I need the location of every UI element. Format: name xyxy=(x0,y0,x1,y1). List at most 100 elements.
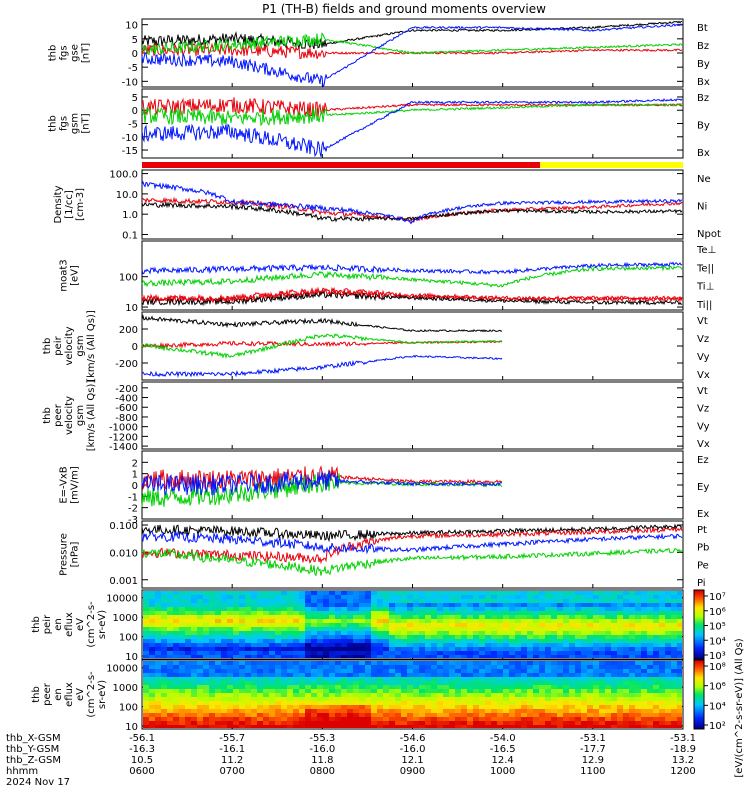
spectrogram-cell xyxy=(593,681,599,685)
spectrogram-cell xyxy=(599,709,605,713)
spectrogram-cell xyxy=(395,717,401,721)
spectrogram-cell xyxy=(557,611,563,615)
spectrogram-cell xyxy=(197,661,203,665)
spectrogram-cell xyxy=(665,697,671,701)
spectrogram-cell xyxy=(431,647,437,651)
spectrogram-cell xyxy=(677,635,682,639)
spectrogram-cell xyxy=(533,639,539,643)
spectrogram-cell xyxy=(599,685,605,689)
spectrogram-cell xyxy=(557,631,563,635)
spectrogram-cell xyxy=(461,705,467,709)
spectrogram-cell xyxy=(563,599,569,603)
spectrogram-cell xyxy=(173,693,179,697)
spectrogram-cell xyxy=(617,661,623,665)
spectrogram-cell xyxy=(197,603,203,607)
spectrogram-cell xyxy=(149,611,155,615)
spectrogram-cell xyxy=(527,631,533,635)
series-temperature-Ti|| xyxy=(141,264,683,288)
spectrogram-cell xyxy=(299,639,305,643)
spectrogram-cell xyxy=(647,635,653,639)
spectrogram-cell xyxy=(221,647,227,651)
spectrogram-cell xyxy=(305,599,311,603)
spectrogram-cell xyxy=(533,647,539,651)
spectrogram-cell xyxy=(587,673,593,677)
spectrogram-cell xyxy=(173,635,179,639)
spectrogram-cell xyxy=(545,681,551,685)
spectrogram-cell xyxy=(479,665,485,669)
spectrogram-cell xyxy=(623,681,629,685)
spectrogram-cell xyxy=(251,665,257,669)
spectrogram-cell xyxy=(521,623,527,627)
spectrogram-cell xyxy=(491,665,497,669)
spectrogram-cell xyxy=(491,651,497,655)
spectrogram-cell xyxy=(545,607,551,611)
spectrogram-cell xyxy=(347,647,353,651)
spectrogram-cell xyxy=(227,627,233,631)
spectrogram-cell xyxy=(419,725,425,728)
spectrogram-cell xyxy=(323,631,329,635)
spectrogram-cell xyxy=(443,673,449,677)
spectrogram-cell xyxy=(365,713,371,717)
spectrogram-cell xyxy=(329,721,335,725)
spectrogram-cell xyxy=(299,607,305,611)
spectrogram-cell xyxy=(407,709,413,713)
spectrogram-cell xyxy=(185,725,191,728)
spectrogram-cell xyxy=(197,635,203,639)
spectrogram-cell xyxy=(143,591,149,595)
spectrogram-cell xyxy=(263,725,269,728)
spectrogram-cell xyxy=(191,647,197,651)
spectrogram-cell xyxy=(377,647,383,651)
spectrogram-cell xyxy=(197,665,203,669)
spectrogram-cell xyxy=(293,595,299,599)
spectrogram-cell xyxy=(479,713,485,717)
spectrogram-cell xyxy=(281,673,287,677)
spectrogram-cell xyxy=(317,697,323,701)
spectrogram-cell xyxy=(143,665,149,669)
spectrogram-cell xyxy=(629,701,635,705)
spectrogram-cell xyxy=(383,591,389,595)
spectrogram-cell xyxy=(365,697,371,701)
spectrogram-cell xyxy=(287,681,293,685)
spectrogram-cell xyxy=(443,705,449,709)
spectrogram-cell xyxy=(455,635,461,639)
spectrogram-cell xyxy=(539,689,545,693)
colorbar-cell xyxy=(694,624,704,627)
spectrogram-cell xyxy=(221,603,227,607)
spectrogram-cell xyxy=(677,639,682,643)
spectrogram-cell xyxy=(551,725,557,728)
spectrogram-cell xyxy=(383,685,389,689)
spectrogram-cell xyxy=(461,603,467,607)
spectrogram-cell xyxy=(599,631,605,635)
spectrogram-cell xyxy=(353,651,359,655)
spectrogram-cell xyxy=(275,677,281,681)
spectrogram-cell xyxy=(257,725,263,728)
spectrogram-cell xyxy=(425,623,431,627)
spectrogram-cell xyxy=(173,681,179,685)
y-tick-label: 5 xyxy=(132,35,138,46)
spectrogram-cell xyxy=(341,725,347,728)
colorbar-cell xyxy=(694,682,704,685)
y-axis-label: thb xyxy=(48,45,59,62)
spectrogram-cell xyxy=(323,705,329,709)
spectrogram-cell xyxy=(611,717,617,721)
spectrogram-cell xyxy=(203,693,209,697)
spectrogram-cell xyxy=(665,611,671,615)
spectrogram-cell xyxy=(305,611,311,615)
spectrogram-cell xyxy=(359,627,365,631)
spectrogram-cell xyxy=(653,721,659,725)
spectrogram-cell xyxy=(353,673,359,677)
spectrogram-cell xyxy=(677,655,682,658)
spectrogram-cell xyxy=(467,701,473,705)
spectrogram-cell xyxy=(305,701,311,705)
colorbar-cell xyxy=(694,610,704,613)
spectrogram-cell xyxy=(641,635,647,639)
spectrogram-cell xyxy=(281,661,287,665)
spectrogram-cell xyxy=(401,685,407,689)
spectrogram-cell xyxy=(179,611,185,615)
spectrogram-cell xyxy=(545,643,551,647)
spectrogram-cell xyxy=(299,603,305,607)
spectrogram-cell xyxy=(479,721,485,725)
spectrogram-cell xyxy=(419,665,425,669)
